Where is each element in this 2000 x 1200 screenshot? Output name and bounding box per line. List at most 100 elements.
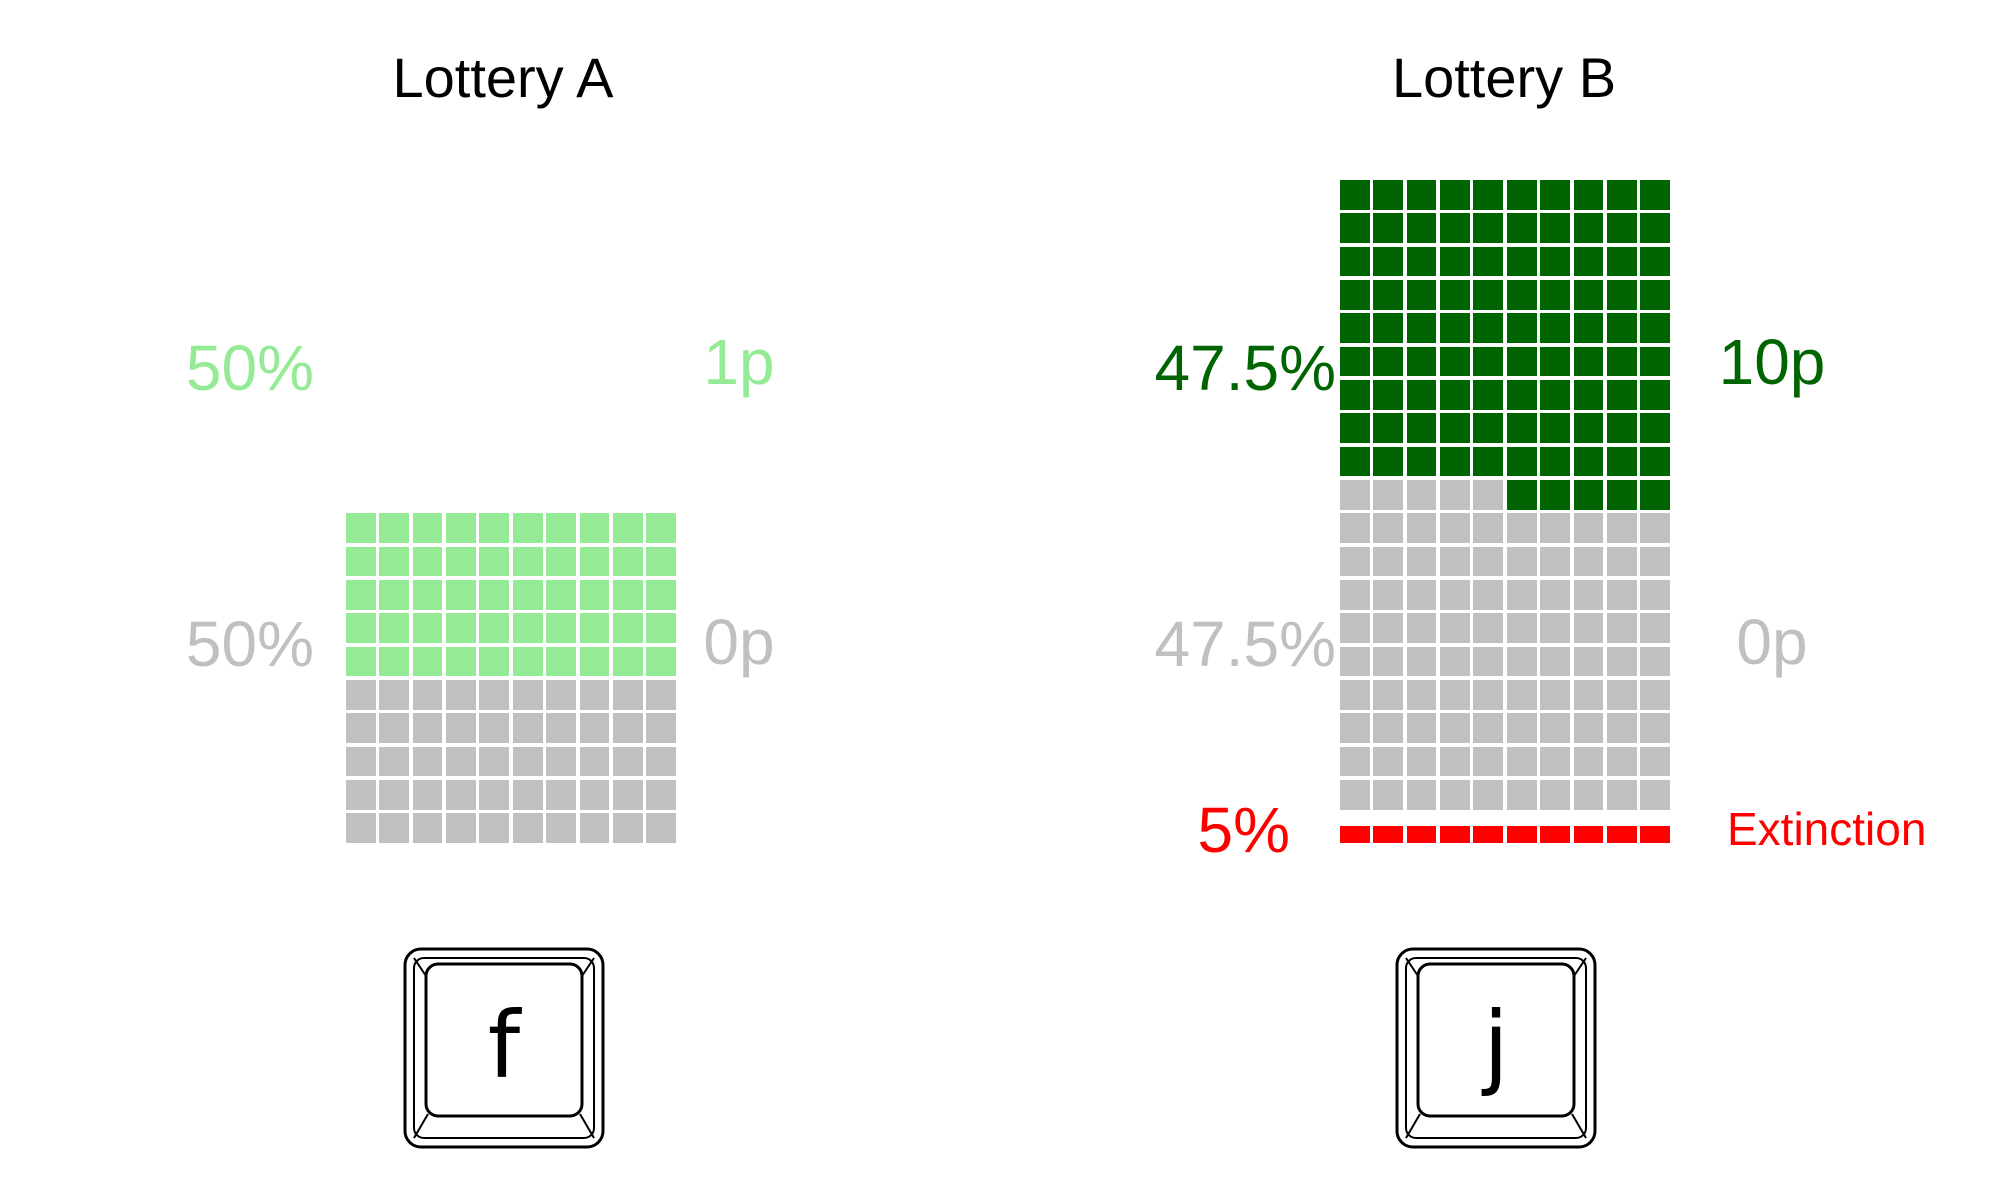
lottery-a-cell-outcome-0 bbox=[346, 613, 376, 643]
lottery-b-cell-outcome-0 bbox=[1540, 280, 1570, 310]
lottery-a-cell-outcome-0 bbox=[579, 546, 610, 577]
lottery-b-cell-outcome-1 bbox=[1406, 580, 1437, 610]
lottery-b-cell-outcome-0 bbox=[1373, 346, 1404, 377]
lottery-b-cell-outcome-0 bbox=[1473, 446, 1504, 477]
lottery-b-cell-outcome-1 bbox=[1573, 513, 1604, 543]
lottery-b-cell-outcome-0 bbox=[1473, 313, 1504, 343]
lottery-a-cell-outcome-1 bbox=[579, 680, 610, 710]
lottery-a-cell-outcome-0 bbox=[446, 613, 476, 643]
lottery-b-cell-outcome-1 bbox=[1373, 613, 1404, 643]
lottery-b-cell-outcome-0 bbox=[1640, 480, 1670, 510]
lottery-a-cell-outcome-undefined bbox=[613, 380, 643, 410]
lottery-b-cell-outcome-0 bbox=[1506, 246, 1537, 277]
lottery-b-cell-outcome-0 bbox=[1573, 480, 1604, 510]
lottery-b-cell-outcome-1 bbox=[1373, 513, 1404, 543]
lottery-a-cell-outcome-1 bbox=[379, 713, 410, 743]
lottery-a-cell-outcome-0 bbox=[346, 513, 376, 543]
lottery-a-cell-outcome-0 bbox=[412, 580, 443, 610]
lottery-b-cell-outcome-1 bbox=[1640, 546, 1670, 577]
lottery-a-cell-outcome-1 bbox=[346, 680, 376, 710]
lottery-a-cell-outcome-undefined bbox=[413, 347, 443, 377]
lottery-a-cell-outcome-1 bbox=[479, 813, 510, 843]
lottery-b-cell-outcome-2 bbox=[1373, 825, 1404, 843]
lottery-a-cell-outcome-0 bbox=[379, 513, 410, 543]
lottery-b-cell-outcome-1 bbox=[1406, 480, 1437, 510]
lottery-a-cell-outcome-undefined bbox=[479, 347, 509, 377]
lottery-b-extinction-payoff: Extinction bbox=[1727, 803, 1927, 855]
lottery-a-cell-outcome-undefined bbox=[379, 413, 409, 443]
lottery-a-cell-outcome-1 bbox=[546, 713, 576, 743]
lottery-a-cell-outcome-0 bbox=[546, 646, 576, 677]
lottery-b-cell-outcome-2 bbox=[1640, 825, 1670, 843]
lottery-b-cell-outcome-1 bbox=[1473, 580, 1504, 610]
lottery-a-cell-outcome-undefined bbox=[413, 380, 443, 410]
lottery-a-cell-outcome-1 bbox=[546, 813, 576, 843]
lottery-b-cell-outcome-0 bbox=[1606, 346, 1637, 377]
f-key-icon[interactable]: f bbox=[402, 946, 606, 1150]
lottery-a-cell-outcome-undefined bbox=[546, 480, 576, 510]
lottery-a-cell-outcome-undefined bbox=[646, 480, 676, 510]
lottery-b-cell-outcome-0 bbox=[1473, 280, 1504, 310]
lottery-a-cell-outcome-0 bbox=[546, 613, 576, 643]
keycap-outline-icon bbox=[1395, 947, 1597, 1149]
lottery-a-cell-outcome-undefined bbox=[513, 213, 543, 243]
lottery-b-cell-outcome-1 bbox=[1640, 780, 1670, 810]
lottery-a-cell-outcome-undefined bbox=[546, 413, 576, 443]
lottery-a-cell-outcome-0 bbox=[479, 513, 510, 543]
lottery-b-cell-outcome-1 bbox=[1506, 713, 1537, 743]
lottery-a-cell-outcome-1 bbox=[379, 746, 410, 777]
lottery-b-cell-outcome-0 bbox=[1506, 280, 1537, 310]
lottery-b-cell-outcome-1 bbox=[1540, 580, 1570, 610]
lottery-b-cell-outcome-1 bbox=[1406, 713, 1437, 743]
lottery-b-cell-outcome-0 bbox=[1540, 246, 1570, 277]
lottery-b-cell-outcome-1 bbox=[1473, 546, 1504, 577]
lottery-a-cell-outcome-undefined bbox=[446, 280, 476, 310]
lottery-b-cell-outcome-1 bbox=[1540, 646, 1570, 677]
lottery-a-cell-outcome-1 bbox=[612, 780, 643, 810]
lottery-a-cell-outcome-undefined bbox=[513, 480, 543, 510]
lottery-b-cell-outcome-1 bbox=[1540, 546, 1570, 577]
lottery-a-cell-outcome-1 bbox=[479, 680, 510, 710]
lottery-a-cell-outcome-undefined bbox=[646, 213, 676, 243]
lottery-b-cell-outcome-0 bbox=[1373, 413, 1404, 443]
lottery-b-win-percent: 47.5% bbox=[1154, 332, 1336, 404]
lottery-b-cell-outcome-1 bbox=[1340, 546, 1370, 577]
lottery-a-cell-outcome-undefined bbox=[580, 480, 610, 510]
lottery-a-cell-outcome-undefined bbox=[479, 447, 509, 477]
lottery-a-cell-outcome-1 bbox=[346, 780, 376, 810]
lottery-b-cell-outcome-1 bbox=[1473, 513, 1504, 543]
lottery-b-cell-outcome-1 bbox=[1340, 480, 1370, 510]
lottery-a-cell-outcome-undefined bbox=[513, 347, 543, 377]
lottery-a-cell-outcome-1 bbox=[612, 713, 643, 743]
lottery-b-cell-outcome-1 bbox=[1573, 613, 1604, 643]
lottery-a-cell-outcome-1 bbox=[446, 713, 476, 743]
lottery-b-cell-outcome-0 bbox=[1340, 280, 1370, 310]
lottery-a-cell-outcome-undefined bbox=[479, 180, 509, 210]
lottery-a-cell-outcome-undefined bbox=[346, 180, 376, 210]
lottery-b-extinction-percent: 5% bbox=[1197, 794, 1291, 866]
lottery-a-cell-outcome-undefined bbox=[479, 413, 509, 443]
lottery-b-cell-outcome-1 bbox=[1506, 746, 1537, 777]
lottery-a-cell-outcome-0 bbox=[579, 646, 610, 677]
lottery-b-cell-outcome-0 bbox=[1506, 480, 1537, 510]
lottery-b-cell-outcome-1 bbox=[1606, 780, 1637, 810]
lottery-b-cell-outcome-1 bbox=[1406, 746, 1437, 777]
lottery-a-cell-outcome-undefined bbox=[646, 413, 676, 443]
lottery-a-cell-outcome-1 bbox=[512, 746, 543, 777]
lottery-b-cell-outcome-1 bbox=[1540, 746, 1570, 777]
lottery-a-cell-outcome-0 bbox=[646, 546, 676, 577]
lottery-a-cell-outcome-undefined bbox=[413, 480, 443, 510]
lottery-b-cell-outcome-1 bbox=[1406, 780, 1437, 810]
lottery-b-cell-outcome-1 bbox=[1506, 546, 1537, 577]
lottery-a-cell-outcome-0 bbox=[379, 546, 410, 577]
lottery-a-cell-outcome-1 bbox=[579, 746, 610, 777]
lottery-b-cell-outcome-0 bbox=[1540, 213, 1570, 243]
j-key-icon[interactable]: j bbox=[1394, 946, 1598, 1150]
lottery-a-cell-outcome-0 bbox=[412, 646, 443, 677]
lottery-b-cell-outcome-1 bbox=[1340, 746, 1370, 777]
lottery-b-cell-outcome-1 bbox=[1440, 613, 1470, 643]
lottery-a-cell-outcome-undefined bbox=[613, 280, 643, 310]
lottery-a-cell-outcome-0 bbox=[646, 580, 676, 610]
lottery-b-cell-outcome-0 bbox=[1406, 313, 1437, 343]
lottery-a-cell-outcome-undefined bbox=[346, 447, 376, 477]
